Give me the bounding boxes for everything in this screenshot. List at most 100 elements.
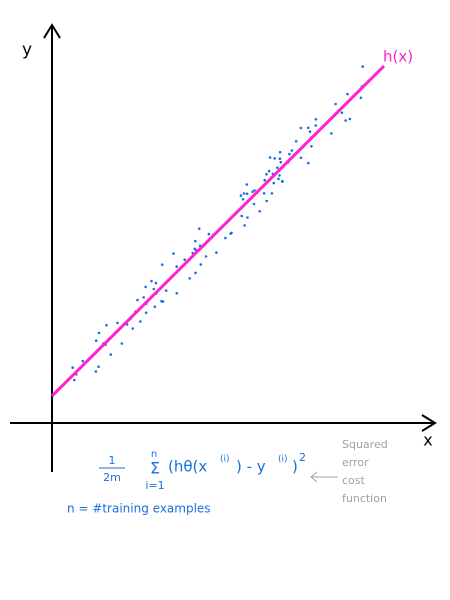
- scatter-dot: [136, 298, 139, 302]
- scatter-points: [71, 65, 370, 382]
- scatter-dot: [310, 145, 313, 148]
- scatter-dot: [71, 366, 74, 369]
- scatter-dot: [172, 252, 175, 255]
- scatter-dot: [288, 152, 291, 156]
- scatter-dot: [188, 277, 191, 280]
- scatter-dot: [245, 183, 249, 186]
- scatter-dot: [299, 156, 303, 160]
- scatter-dot: [97, 331, 101, 335]
- scatter-dot: [281, 179, 284, 183]
- scatter-dot: [262, 192, 266, 195]
- scatter-dot: [279, 160, 283, 164]
- scatter-dot: [265, 199, 269, 203]
- scatter-dot: [120, 342, 124, 345]
- scatter-dot: [194, 271, 197, 275]
- scatter-dot: [307, 161, 310, 165]
- scatter-dot: [152, 287, 156, 291]
- scatter-dot: [139, 320, 142, 323]
- annotation-line: error: [342, 456, 369, 469]
- scatter-dot: [175, 292, 179, 295]
- note: n = #training examples: [67, 502, 211, 516]
- scatter-dot: [194, 239, 197, 243]
- scatter-dot: [330, 132, 333, 135]
- scatter-dot: [105, 323, 108, 327]
- formula-sup: (i): [278, 455, 288, 465]
- scatter-dot: [153, 305, 157, 309]
- line-label: h(x): [383, 48, 413, 66]
- annotation-line: function: [342, 492, 387, 505]
- scatter-dot: [94, 339, 98, 343]
- scatter-dot: [81, 359, 85, 363]
- scatter-dot: [268, 156, 272, 159]
- scatter-dot: [346, 92, 349, 96]
- scatter-dot: [265, 172, 268, 176]
- scatter-dot: [142, 296, 145, 299]
- formula-text: ) - y: [236, 458, 266, 476]
- scatter-dot: [97, 365, 100, 369]
- scatter-dot: [240, 214, 243, 218]
- scatter-dot: [361, 65, 365, 68]
- scatter-dot: [224, 236, 227, 240]
- scatter-dot: [278, 157, 282, 160]
- scatter-dot: [251, 190, 254, 194]
- scatter-dot: [273, 157, 277, 160]
- regression-line: [50, 64, 386, 398]
- scatter-dot: [131, 327, 134, 330]
- scatter-dot: [340, 111, 344, 114]
- scatter-dot: [314, 124, 318, 127]
- scatter-dot: [183, 258, 186, 262]
- scatter-dot: [239, 194, 243, 197]
- annotation-line: cost: [342, 474, 366, 487]
- formula-power: 2: [299, 451, 306, 464]
- scatter-dot: [73, 378, 76, 382]
- scatter-dot: [193, 247, 196, 251]
- scatter-dot: [253, 189, 256, 192]
- formula-denominator: 2m: [103, 471, 121, 484]
- scatter-dot: [160, 299, 163, 303]
- formula-text: ): [292, 458, 298, 476]
- sum-bottom: i=1: [145, 479, 164, 492]
- scatter-dot: [278, 150, 282, 154]
- scatter-dot: [270, 192, 274, 195]
- scatter-dot: [204, 255, 208, 258]
- x-label: x: [423, 431, 432, 450]
- scatter-dot: [150, 279, 153, 283]
- scatter-dot: [348, 117, 352, 121]
- scatter-dot: [258, 210, 262, 213]
- scatter-dot: [207, 232, 211, 236]
- y-label: y: [22, 40, 32, 60]
- scatter-dot: [94, 370, 98, 373]
- scatter-dot: [299, 126, 303, 130]
- scatter-dot: [154, 281, 158, 285]
- scatter-dot: [314, 118, 318, 121]
- scatter-dot: [144, 285, 147, 289]
- scatter-dot: [242, 192, 246, 195]
- scatter-dot: [277, 177, 280, 181]
- scatter-dot: [278, 174, 281, 177]
- sum-top: n: [151, 449, 157, 460]
- scatter-dot: [267, 169, 271, 173]
- scatter-dot: [144, 311, 148, 315]
- scatter-dot: [294, 140, 298, 143]
- y-axis-arrow: [43, 23, 61, 39]
- scatter-dot: [263, 178, 267, 182]
- formula-numerator: 1: [109, 454, 116, 467]
- scatter-dot: [175, 265, 178, 268]
- scatter-dot: [160, 263, 164, 267]
- scatter-dot: [334, 102, 337, 106]
- scatter-dot: [359, 96, 363, 100]
- scatter-dot: [276, 166, 279, 169]
- scatter-dot: [246, 216, 249, 219]
- scatter-dot: [116, 321, 119, 325]
- scatter-dot: [306, 126, 310, 130]
- scatter-dot: [252, 202, 256, 206]
- annotation-arrowhead: [310, 471, 318, 483]
- sigma: Σ: [150, 459, 160, 478]
- scatter-dot: [243, 224, 246, 227]
- scatter-dot: [290, 149, 294, 152]
- formula-text: (hθ(x: [168, 458, 207, 476]
- scatter-dot: [308, 130, 312, 133]
- scatter-dot: [215, 251, 218, 254]
